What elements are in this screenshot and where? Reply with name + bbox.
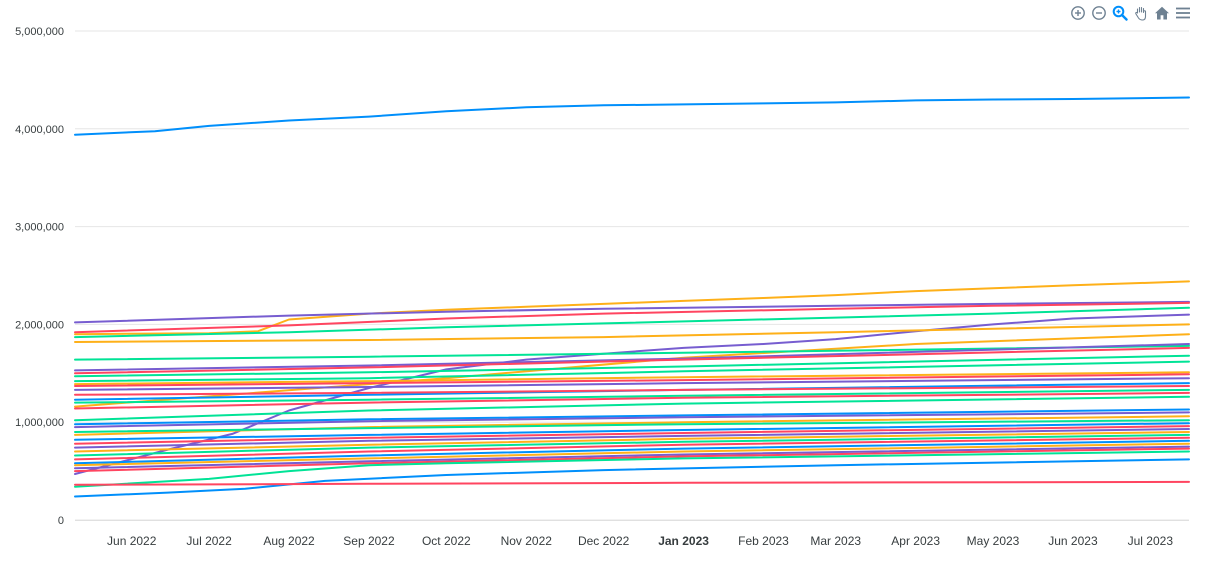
series-line-22[interactable] — [74, 408, 1190, 426]
series-line-28[interactable] — [74, 428, 1190, 449]
series-line-36[interactable] — [74, 450, 1190, 488]
series-line-38[interactable] — [74, 480, 1190, 486]
zoom-in-button[interactable] — [1070, 5, 1086, 21]
series-line-29[interactable] — [74, 431, 1190, 453]
series-line-35[interactable] — [74, 447, 1190, 473]
series-line-9[interactable] — [74, 344, 1190, 361]
y-tick-label: 4,000,000 — [15, 124, 64, 136]
series-line-7[interactable] — [74, 323, 1190, 343]
series-line-30[interactable] — [74, 433, 1190, 457]
x-axis: Jun 2022 Jul 2022 Aug 2022 Sep 2022 Oct 2022… — [75, 520, 1189, 548]
y-tick-label: 0 — [58, 515, 64, 527]
pan-button[interactable] — [1133, 5, 1149, 21]
reset-zoom-button[interactable] — [1154, 5, 1170, 21]
x-tick-label: Jun 2022 — [107, 534, 157, 548]
series-line-34[interactable] — [74, 445, 1190, 470]
series-line-26[interactable] — [74, 422, 1190, 441]
x-tick-label: Mar 2023 — [810, 534, 861, 548]
series-line-15[interactable] — [74, 373, 1190, 387]
y-tick-label: 5,000,000 — [15, 26, 64, 38]
series-line-21[interactable] — [74, 395, 1190, 422]
x-tick-label: Jul 2022 — [186, 534, 232, 548]
series-line-2[interactable] — [74, 280, 1190, 336]
series-line-12[interactable] — [74, 354, 1190, 378]
x-tick-label: Dec 2022 — [578, 534, 630, 548]
selection-zoom-button[interactable] — [1112, 5, 1128, 21]
series-line-33[interactable] — [74, 442, 1190, 467]
zoom-out-icon — [1092, 6, 1106, 20]
series-line-18[interactable] — [74, 385, 1190, 396]
x-tick-label: May 2023 — [967, 534, 1020, 548]
y-tick-label: 2,000,000 — [15, 319, 64, 331]
series-line-31[interactable] — [74, 436, 1190, 461]
x-tick-label: Apr 2023 — [891, 534, 940, 548]
x-tick-label: Jul 2023 — [1128, 534, 1174, 548]
x-tick-label: Jun 2023 — [1048, 534, 1098, 548]
x-tick-label: Sep 2022 — [343, 534, 395, 548]
series-line-32[interactable] — [74, 439, 1190, 465]
x-tick-label: Aug 2022 — [263, 534, 315, 548]
series-line-16[interactable] — [74, 377, 1190, 391]
series-line-10[interactable] — [74, 343, 1190, 372]
home-icon — [1155, 6, 1169, 20]
series-line-14[interactable] — [74, 371, 1190, 386]
zoom-in-icon — [1071, 6, 1085, 20]
chart-toolbar — [1070, 5, 1191, 21]
zoom-out-button[interactable] — [1091, 5, 1107, 21]
x-tick-label: Nov 2022 — [501, 534, 553, 548]
series-line-25[interactable] — [74, 419, 1190, 433]
pan-icon — [1135, 6, 1147, 21]
selection-zoom-icon — [1112, 5, 1128, 21]
series-line-11[interactable] — [74, 346, 1190, 375]
y-tick-label: 1,000,000 — [15, 417, 64, 429]
series-line-5[interactable] — [74, 306, 1190, 339]
y-axis: 0 1,000,000 2,000,000 3,000,000 4,000,000 5,0… — [15, 26, 64, 527]
series-line-20[interactable] — [74, 391, 1190, 410]
menu-button[interactable] — [1175, 5, 1191, 21]
series-line-23[interactable] — [74, 411, 1190, 429]
series-line-1[interactable] — [74, 96, 1190, 136]
series-line-4[interactable] — [74, 301, 1190, 334]
series-line-37[interactable] — [74, 458, 1190, 498]
y-tick-label: 3,000,000 — [15, 222, 64, 234]
x-tick-label: Feb 2023 — [738, 534, 789, 548]
series-line-19[interactable] — [74, 388, 1190, 404]
series-lines — [74, 96, 1190, 498]
x-tick-label: Oct 2022 — [422, 534, 471, 548]
x-tick-label: Jan 2023 — [658, 534, 709, 548]
series-line-27[interactable] — [74, 425, 1190, 445]
series-line-3[interactable] — [74, 300, 1190, 324]
menu-icon — [1176, 7, 1190, 19]
series-line-13[interactable] — [74, 360, 1190, 383]
